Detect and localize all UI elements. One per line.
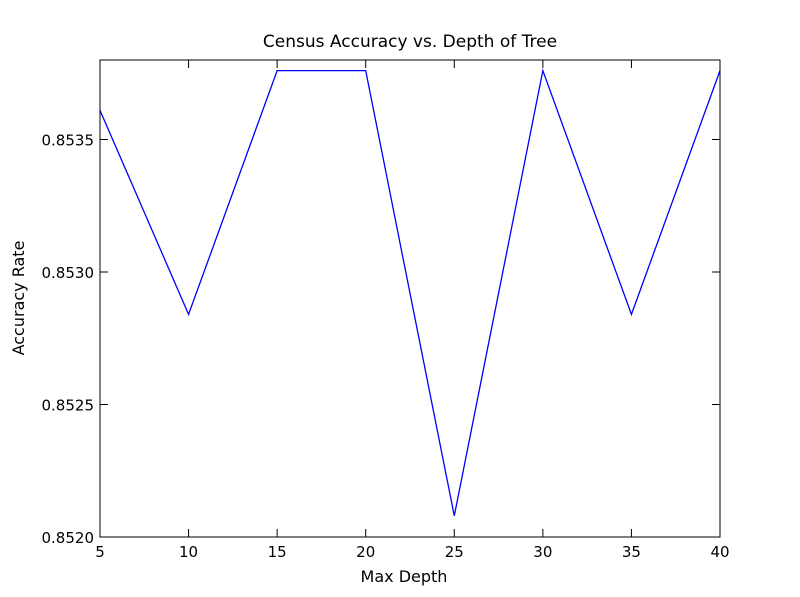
chart-title: Census Accuracy vs. Depth of Tree (263, 32, 557, 52)
x-tick-label: 5 (95, 543, 105, 561)
series-line (99, 68, 721, 516)
x-axis-ticks: 5 10 15 20 25 30 35 40 (95, 60, 730, 561)
y-tick-label: 0.8520 (42, 529, 95, 547)
x-tick-label: 30 (533, 543, 552, 561)
x-tick-label: 20 (356, 543, 375, 561)
y-tick-label: 0.8525 (42, 397, 95, 415)
x-axis-label: Max Depth (361, 567, 448, 586)
x-tick-label: 40 (710, 543, 729, 561)
x-tick-label: 10 (179, 543, 198, 561)
y-tick-label: 0.8530 (42, 264, 95, 282)
x-tick-label: 35 (622, 543, 641, 561)
y-axis-label: Accuracy Rate (9, 241, 28, 356)
x-tick-label: 25 (445, 543, 464, 561)
y-tick-label: 0.8535 (42, 132, 95, 150)
y-axis-ticks: 0.8520 0.8525 0.8530 0.8535 (42, 132, 720, 547)
plot-frame (99, 59, 721, 538)
x-tick-label: 15 (268, 543, 287, 561)
